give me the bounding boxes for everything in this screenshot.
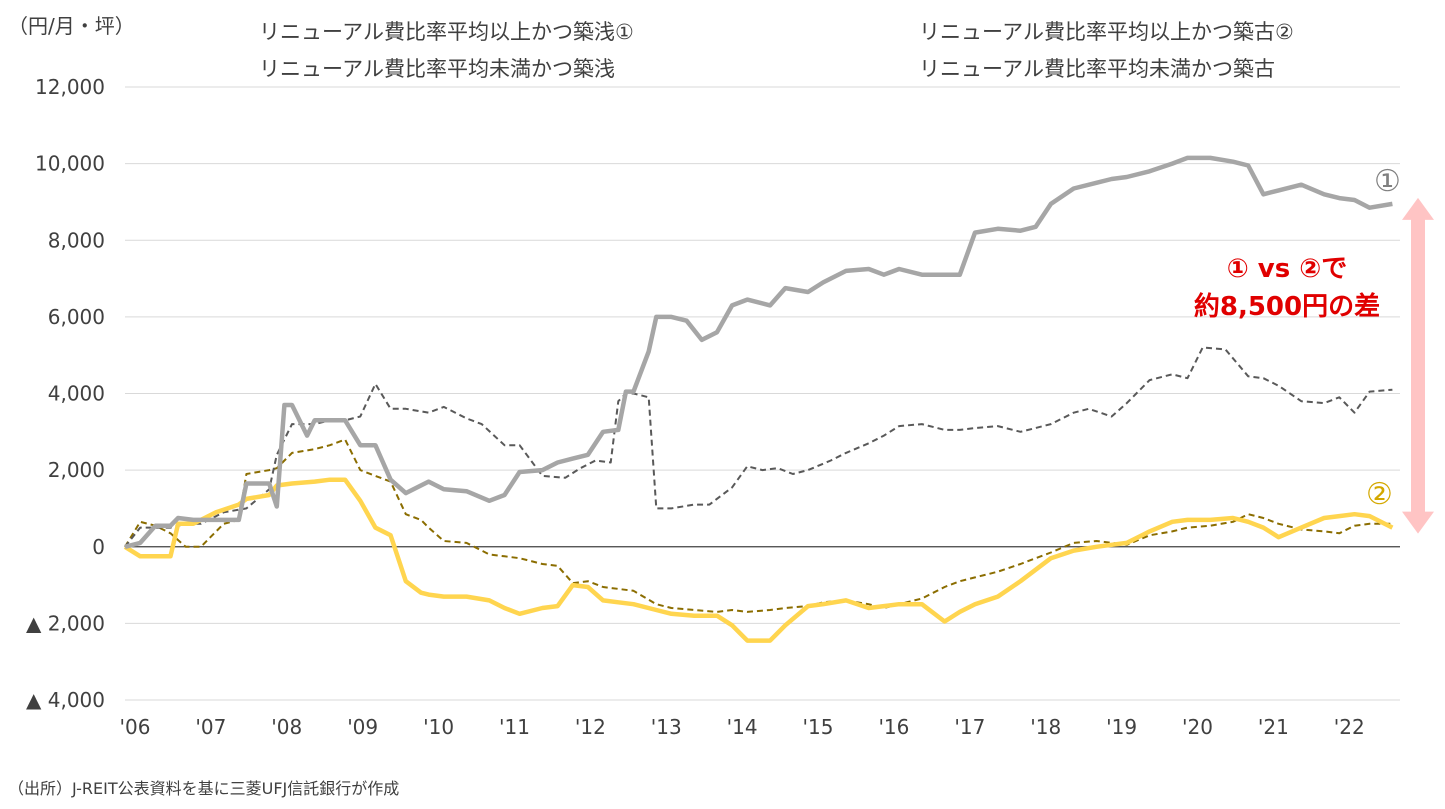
series-line-4 — [124, 438, 1393, 613]
difference-annotation: ① vs ②で 約8,500円の差 — [1172, 250, 1402, 326]
source-note: （出所）J-REIT公表資料を基に三菱UFJ信託銀行が作成 — [8, 779, 400, 798]
y-tick-label: 2,000 — [48, 458, 105, 482]
series-lines — [123, 155, 1394, 643]
y-tick-label: ▲ 4,000 — [26, 688, 105, 712]
legend-label-series4: リニューアル費比率平均未満かつ築古 — [919, 57, 1275, 81]
legend-label-series1: リニューアル費比率平均以上かつ築浅① — [259, 20, 634, 44]
annotation-line-2: 約8,500円の差 — [1193, 292, 1381, 322]
x-tick-label: '12 — [575, 715, 606, 739]
x-tick-label: '20 — [1182, 715, 1213, 739]
y-tick-label: ▲ 2,000 — [26, 611, 105, 635]
series2-end-marker: ② — [1366, 477, 1393, 512]
arrow-head-down — [1402, 511, 1434, 534]
series-line-2 — [123, 477, 1394, 643]
x-tick-label: '16 — [878, 715, 909, 739]
legend-item-series4: リニューアル費比率平均未満かつ築古 — [855, 53, 1275, 83]
x-tick-label: '22 — [1334, 715, 1365, 739]
x-tick-label: '17 — [954, 715, 985, 739]
y-tick-label: 6,000 — [48, 305, 105, 329]
x-tick-label: '07 — [195, 715, 226, 739]
x-tick-label: '13 — [651, 715, 682, 739]
x-tick-label: '21 — [1258, 715, 1289, 739]
annotation-line-1: ① vs ②で — [1226, 254, 1348, 284]
axis-ticks: 12,000 10,000 8,000 6,000 4,000 2,000 0 ▲ 2,000… — [26, 75, 1365, 739]
x-tick-label: '06 — [120, 715, 151, 739]
arrow-shaft — [1411, 217, 1425, 514]
y-axis-unit-label: （円/月・坪） — [8, 14, 135, 38]
y-tick-label: 4,000 — [48, 382, 105, 406]
legend-label-series3: リニューアル費比率平均未満かつ築浅 — [259, 57, 615, 81]
x-tick-label: '18 — [1030, 715, 1061, 739]
y-tick-label: 8,000 — [48, 228, 105, 252]
difference-arrow — [1402, 197, 1434, 534]
gridlines — [125, 86, 1400, 701]
legend-item-series1: リニューアル費比率平均以上かつ築浅① — [195, 16, 634, 46]
series-line-3 — [124, 346, 1393, 548]
y-tick-label: 10,000 — [35, 152, 105, 176]
legend-item-series3: リニューアル費比率平均未満かつ築浅 — [195, 53, 615, 83]
legend-label-series2: リニューアル費比率平均以上かつ築古② — [919, 20, 1294, 44]
series1-end-marker: ① — [1374, 164, 1401, 199]
y-tick-label: 12,000 — [35, 75, 105, 99]
x-tick-label: '15 — [803, 715, 834, 739]
arrow-head-up — [1402, 197, 1434, 220]
y-tick-label: 0 — [92, 535, 105, 559]
series-line-1 — [124, 155, 1393, 549]
legend-item-series2: リニューアル費比率平均以上かつ築古② — [855, 16, 1294, 46]
x-tick-label: '19 — [1106, 715, 1137, 739]
x-tick-label: '11 — [499, 715, 530, 739]
x-tick-label: '08 — [271, 715, 302, 739]
x-tick-label: '09 — [347, 715, 378, 739]
x-tick-label: '14 — [727, 715, 758, 739]
x-tick-label: '10 — [423, 715, 454, 739]
